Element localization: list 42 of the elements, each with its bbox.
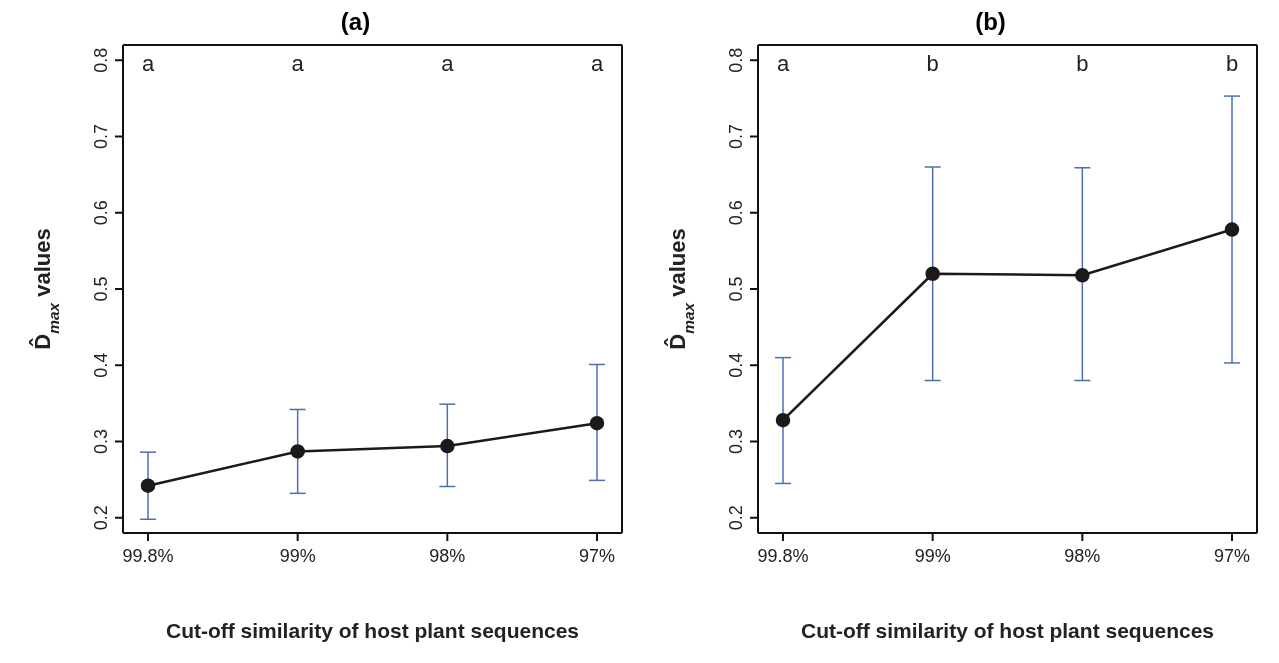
y-tick-label: 0.2 [91, 505, 111, 531]
annotation: a [441, 50, 455, 76]
annotation: a [590, 50, 604, 76]
x-tick-label: 99.8% [122, 545, 174, 566]
y-tick-label: 0.2 [726, 505, 746, 531]
y-tick-label: 0.7 [91, 123, 111, 150]
annotation: b [1076, 50, 1089, 76]
y-tick-label: 0.5 [726, 276, 746, 302]
point [925, 266, 940, 281]
x-tick-label: 99.8% [757, 545, 809, 566]
y-tick-label: 0.5 [91, 276, 111, 302]
y-tick-label: 0.4 [726, 352, 746, 378]
x-tick-label: 99% [914, 545, 951, 566]
point [1075, 268, 1090, 283]
y-tick-label: 0.6 [91, 200, 111, 226]
point [1224, 222, 1240, 237]
y-tick-label: 0.8 [91, 47, 111, 73]
x-axis-title: Cut-off similarity of host plant sequences [165, 619, 580, 642]
point [440, 438, 455, 454]
chart-title: (a) [339, 8, 372, 37]
point [140, 478, 156, 493]
annotation: a [291, 50, 305, 76]
y-tick-label: 0.3 [726, 428, 746, 455]
point [775, 412, 791, 428]
y-tick-label: 0.3 [91, 428, 111, 455]
x-tick-label: 99% [279, 545, 316, 566]
y-tick-label: 0.6 [726, 200, 746, 226]
point [290, 444, 305, 459]
x-tick-label: 97% [1213, 545, 1251, 566]
y-tick-label: 0.4 [91, 352, 111, 378]
annotation: b [926, 50, 939, 76]
x-tick-label: 98% [429, 545, 466, 566]
annotation: b [1225, 50, 1239, 76]
annotation: a [776, 50, 790, 76]
y-tick-label: 0.7 [726, 123, 746, 150]
point [589, 415, 605, 431]
annotation: a [141, 50, 155, 76]
chart-title: (b) [974, 8, 1007, 37]
x-tick-label: 98% [1064, 545, 1101, 566]
x-tick-label: 97% [578, 545, 616, 566]
y-tick-label: 0.8 [726, 47, 746, 73]
x-axis-title: Cut-off similarity of host plant sequences [800, 619, 1215, 642]
